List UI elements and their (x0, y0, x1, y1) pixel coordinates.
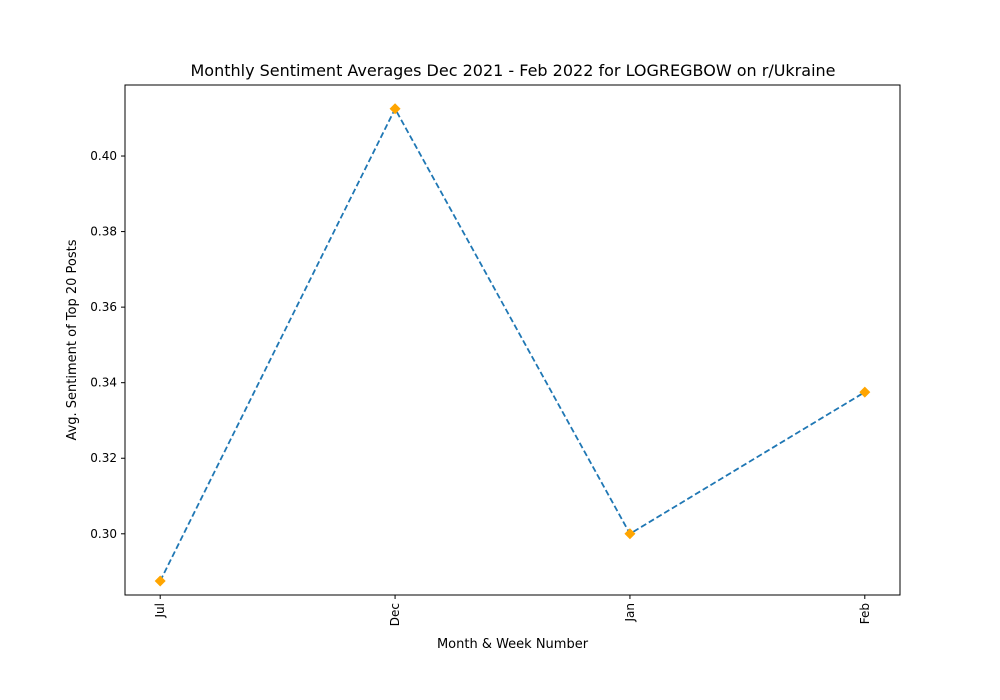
y-tick-label: 0.34 (90, 376, 117, 390)
plot-frame (124, 84, 901, 596)
y-tick-label: 0.36 (90, 300, 117, 314)
y-tick-label: 0.32 (90, 451, 117, 465)
y-tick-label: 0.40 (90, 149, 117, 163)
x-tick-label: Jul (153, 603, 167, 618)
x-tick-label: Dec (388, 603, 402, 626)
series-layer (154, 103, 871, 587)
x-tick-label: Feb (858, 603, 872, 624)
data-point-marker (859, 386, 871, 398)
x-axis: Jul Dec Jan Feb (153, 595, 872, 626)
series-line (159, 106, 866, 582)
y-tick-label: 0.38 (90, 225, 117, 239)
data-point-marker (389, 103, 401, 115)
y-axis: 0.30 0.32 0.34 0.36 0.38 0.40 (90, 149, 125, 541)
y-axis-label: Avg. Sentiment of Top 20 Posts (65, 239, 80, 440)
x-tick-label: Jan (623, 603, 637, 623)
y-tick-label: 0.30 (90, 527, 117, 541)
data-point-marker (154, 575, 166, 587)
chart-title: Monthly Sentiment Averages Dec 2021 - Fe… (190, 61, 835, 80)
data-point-marker (624, 528, 636, 540)
x-axis-label: Month & Week Number (437, 637, 589, 652)
